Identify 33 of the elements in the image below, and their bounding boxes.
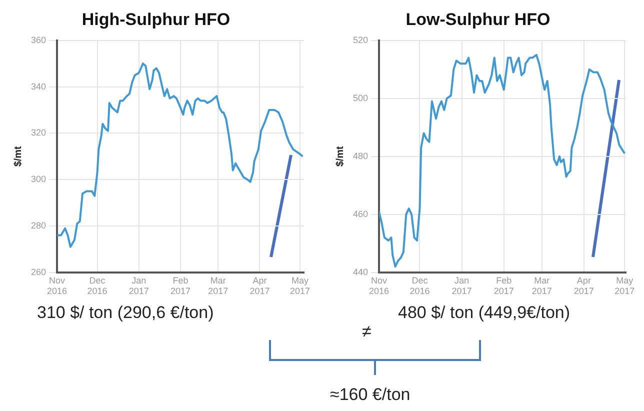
- chart-title: High-Sulphur HFO: [82, 10, 230, 29]
- y-tick-label: 480: [352, 150, 368, 161]
- y-tick-label: 500: [352, 92, 368, 103]
- x-tick-label: Apr 2017: [574, 275, 594, 296]
- x-tick-label: Feb 2017: [494, 275, 514, 296]
- text: 480 $/ ton (449,9€/ton): [398, 303, 570, 323]
- chart-title: Low-Sulphur HFO: [406, 10, 550, 29]
- x-tick-label: Jan 2017: [452, 275, 472, 296]
- text: 310 $/ ton (290,6 €/ton): [37, 303, 214, 323]
- x-tick-label: May 2017: [290, 275, 310, 296]
- x-tick-label: Nov 2016: [47, 275, 68, 296]
- y-axis-title: $/mt: [334, 145, 346, 167]
- y-axis-title: $/mt: [12, 145, 24, 167]
- text: ≈160 €/ton: [330, 385, 410, 405]
- x-tick-label: Mar 2017: [532, 275, 552, 296]
- y-tick-label: 360: [30, 34, 46, 45]
- y-tick-label: 280: [30, 220, 46, 230]
- y-tick-label: 520: [352, 34, 368, 45]
- y-tick-label: 340: [30, 81, 46, 92]
- y-tick-label: 440: [352, 266, 368, 277]
- y-tick-label: 320: [30, 128, 46, 138]
- x-tick-label: Dec 2016: [410, 275, 430, 296]
- x-tick-label: Feb 2017: [170, 275, 191, 296]
- x-tick-label: Jan 2017: [128, 275, 149, 296]
- x-tick-label: Dec 2016: [87, 275, 108, 296]
- x-tick-label: Apr 2017: [250, 275, 270, 296]
- x-tick-label: May 2017: [614, 275, 635, 296]
- x-tick-label: Nov 2016: [369, 275, 390, 296]
- y-tick-label: 460: [352, 208, 368, 219]
- text: ≠: [362, 322, 372, 342]
- y-tick-label: 300: [30, 174, 46, 184]
- y-tick-label: 260: [30, 266, 46, 277]
- x-tick-label: Mar 2017: [208, 275, 228, 296]
